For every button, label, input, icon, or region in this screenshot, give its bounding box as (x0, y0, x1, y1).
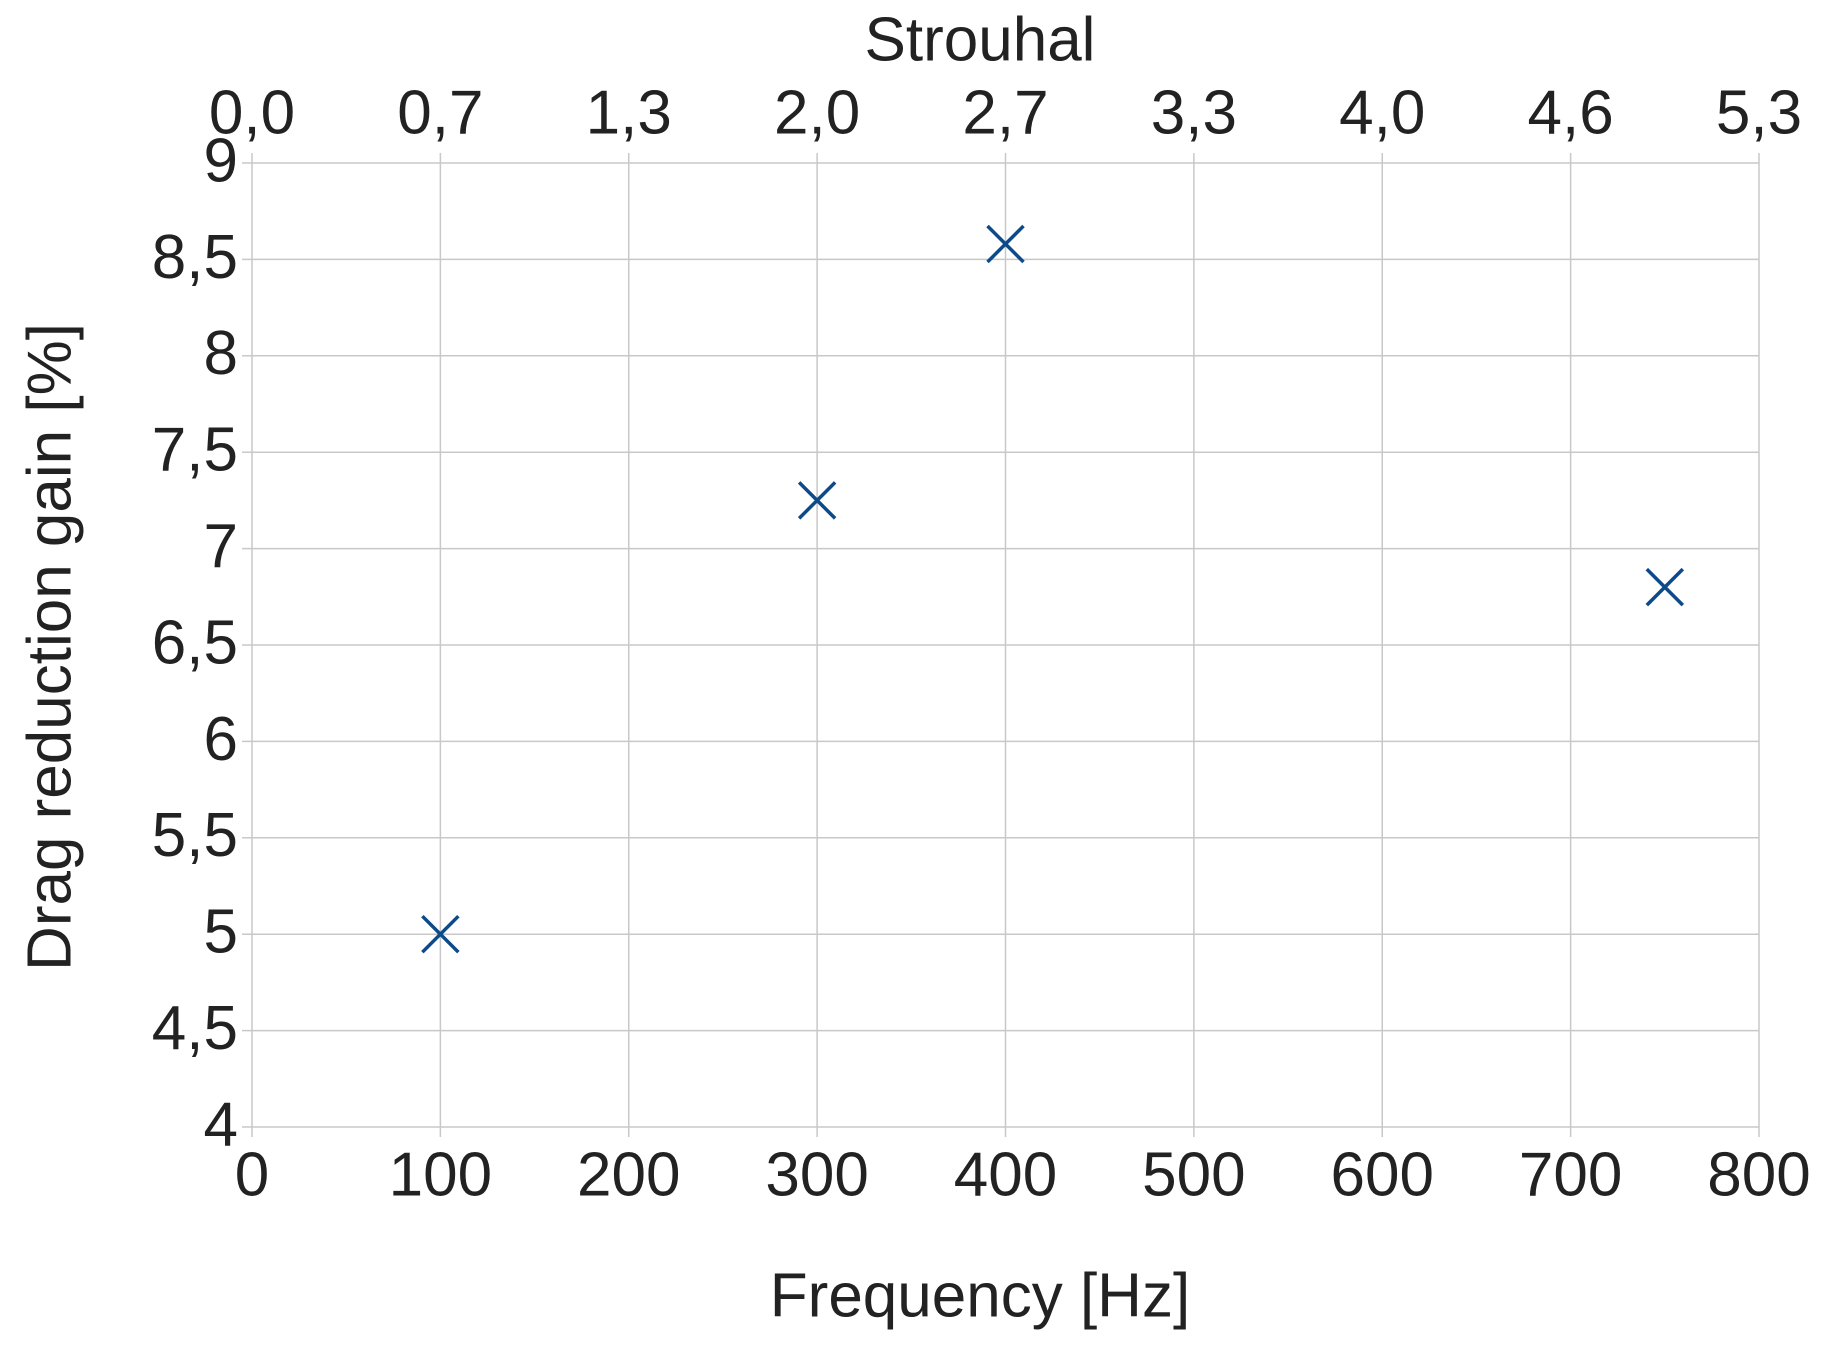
x2-tick-label: 4,0 (1339, 78, 1425, 147)
x2-tick-label: 5,3 (1716, 78, 1802, 147)
x-axis-title: Frequency [Hz] (770, 1261, 1190, 1330)
x2-tick-label: 2,0 (774, 78, 860, 147)
x2-tick-label: 0,7 (397, 78, 483, 147)
x2-axis-title: Strouhal (865, 5, 1096, 74)
x-tick-label: 0 (235, 1140, 269, 1209)
y-tick-label: 4 (204, 1090, 238, 1159)
y-tick-label: 8 (204, 319, 238, 388)
y-tick-label: 5 (204, 898, 238, 967)
x-tick-label: 100 (389, 1140, 492, 1209)
x2-tick-label: 3,3 (1151, 78, 1237, 147)
point (986, 224, 1025, 264)
y-tick-label: 6,5 (152, 608, 238, 677)
x2-tick-label: 4,6 (1528, 78, 1614, 147)
x2-tick-label: 0,0 (209, 78, 295, 147)
y-tick-label: 7 (204, 512, 238, 581)
y-tick-label: 5,5 (152, 801, 238, 870)
y-tick-label: 8,5 (152, 223, 238, 292)
y-tick-label: 4,5 (152, 994, 238, 1063)
point (797, 481, 837, 520)
y-tick-label: 9 (204, 126, 238, 195)
x-tick-label: 200 (577, 1140, 680, 1209)
x-tick-label: 700 (1519, 1140, 1622, 1209)
y-tick-label: 7,5 (152, 416, 238, 485)
x-tick-label: 800 (1707, 1140, 1810, 1209)
point (421, 914, 460, 954)
y-tick-label: 6 (204, 705, 238, 774)
x-tick-label: 400 (954, 1140, 1057, 1209)
point (1645, 567, 1685, 607)
x-tick-label: 600 (1331, 1140, 1434, 1209)
x-tick-label: 500 (1142, 1140, 1245, 1209)
x-tick-label: 300 (765, 1140, 868, 1209)
x2-tick-label: 2,7 (962, 78, 1048, 147)
y-axis-title: Drag reduction gain [%] (15, 323, 84, 971)
x2-tick-label: 1,3 (586, 78, 672, 147)
